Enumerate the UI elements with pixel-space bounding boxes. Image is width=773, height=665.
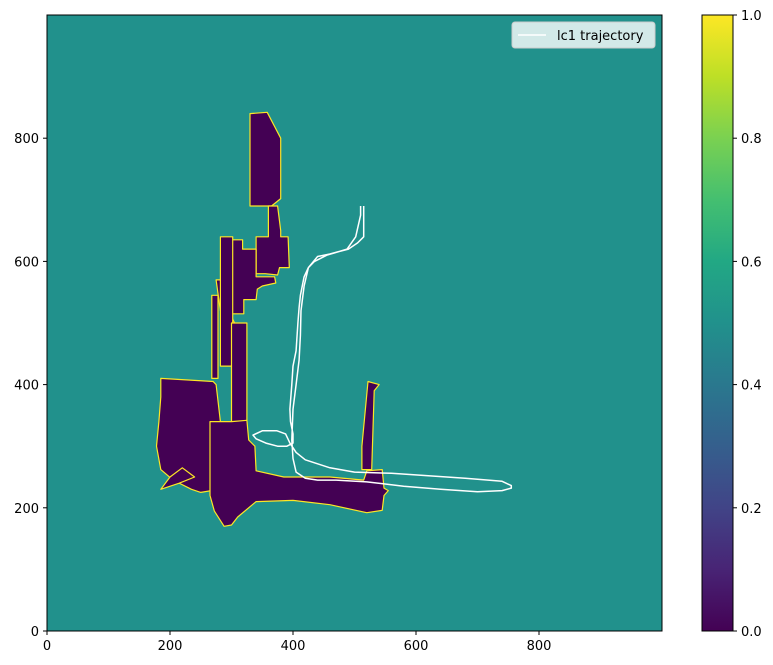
free-region-5	[219, 236, 234, 367]
x-tick-label: 600	[404, 639, 429, 654]
y-tick-label: 600	[14, 255, 39, 270]
legend-box	[511, 21, 656, 49]
free-region-8	[160, 467, 196, 490]
colorbar-tick-label: 0.8	[741, 132, 762, 147]
x-axis: 0 200 400 600 800	[43, 631, 552, 654]
x-tick-label: 400	[281, 639, 306, 654]
free-region-7	[155, 377, 221, 493]
y-tick-label: 800	[14, 132, 39, 147]
colorbar-tick-label: 1.0	[741, 9, 762, 24]
y-axis: 0 200 400 600 800	[14, 132, 47, 640]
free-region-9	[209, 419, 389, 527]
colorbar-tick-label: 0.6	[741, 255, 762, 270]
y-tick-label: 0	[31, 625, 39, 640]
colorbar-ticks: 0.0 0.2 0.4 0.6 0.8 1.0	[733, 9, 762, 640]
y-tick-label: 400	[14, 379, 39, 394]
free-region-10	[361, 380, 380, 471]
x-tick-label: 800	[527, 639, 552, 654]
free-region-0	[249, 111, 282, 207]
x-tick-label: 200	[158, 639, 183, 654]
trajectory-line	[252, 206, 513, 493]
y-tick-label: 200	[14, 502, 39, 517]
x-tick-label: 0	[43, 639, 51, 654]
map-background	[47, 15, 662, 631]
colorbar	[701, 14, 734, 632]
colorbar-tick-label: 0.2	[741, 502, 762, 517]
free-region-6	[230, 322, 248, 423]
free-region-1	[255, 205, 290, 276]
plot-frame	[46, 14, 663, 632]
trajectory-layer	[252, 206, 513, 493]
colorbar-tick-label: 0.0	[741, 625, 762, 640]
free-space-regions	[155, 111, 389, 527]
free-region-4	[211, 294, 219, 379]
legend: lc1 trajectory	[511, 21, 656, 49]
colorbar-tick-label: 0.4	[741, 379, 762, 394]
legend-label: lc1 trajectory	[557, 29, 644, 44]
